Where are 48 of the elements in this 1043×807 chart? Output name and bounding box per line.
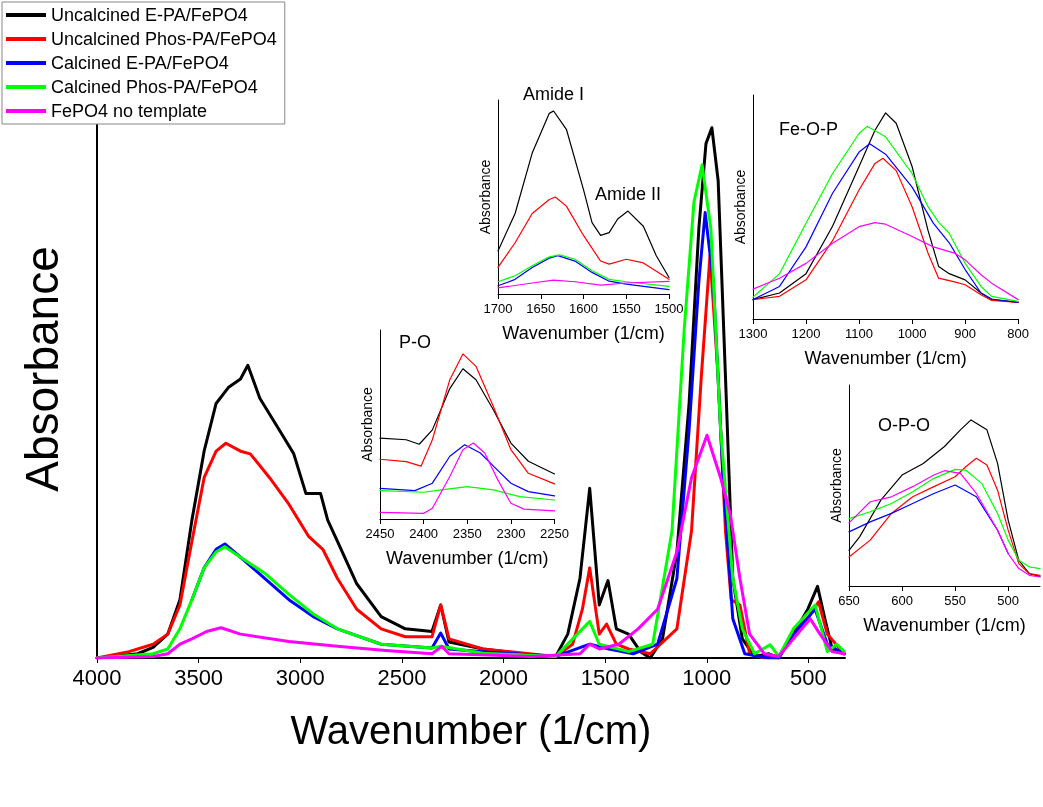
x-tick-label: 2000	[479, 664, 528, 690]
x-axis-title: Wavenumber (1/cm)	[290, 708, 652, 752]
y-axis-title: Absorbance	[359, 386, 375, 462]
x-tick-label: 2500	[377, 664, 427, 690]
x-tick-label: 4000	[72, 664, 122, 690]
x-tick-label: 1500	[580, 664, 630, 690]
x-axis-title: Wavenumber (1/cm)	[502, 323, 665, 343]
x-tick-label: 1100	[845, 326, 874, 341]
x-tick-label: 3500	[174, 664, 224, 690]
x-tick-label: 3000	[275, 664, 325, 690]
chart-title: O-P-O	[878, 415, 930, 435]
x-tick-label: 550	[944, 593, 966, 608]
annotation: Amide II	[594, 184, 661, 205]
annotation: Amide I	[523, 83, 585, 104]
x-tick-label: 2400	[409, 526, 439, 541]
x-tick-label: 1300	[738, 326, 768, 341]
x-tick-label: 2250	[540, 526, 569, 541]
x-axis-title: Wavenumber (1/cm)	[804, 348, 967, 368]
x-tick-label: 800	[1007, 326, 1030, 341]
x-tick-label: 500	[997, 593, 1020, 608]
x-tick-label: 1550	[611, 301, 641, 316]
y-axis-title: Absorbance	[16, 246, 68, 492]
x-tick-label: 1700	[483, 301, 513, 316]
legend-label: Uncalcined Phos-PA/FePO4	[51, 29, 277, 49]
legend-label: Uncalcined E-PA/FePO4	[51, 5, 248, 25]
x-tick-label: 1000	[682, 664, 732, 690]
x-axis-title: Wavenumber (1/cm)	[386, 548, 549, 568]
y-axis-title: Absorbance	[828, 447, 844, 523]
x-tick-label: 1500	[654, 301, 684, 316]
legend-label: FePO4 no template	[51, 101, 208, 121]
x-tick-label: 1000	[897, 326, 927, 341]
x-tick-label: 2350	[452, 526, 482, 541]
x-tick-label: 500	[790, 664, 827, 690]
x-tick-label: 650	[838, 593, 860, 608]
x-tick-label: 1650	[526, 301, 556, 316]
x-tick-label: 1200	[791, 326, 821, 341]
x-axis-title: Wavenumber (1/cm)	[863, 615, 1026, 635]
x-tick-label: 2300	[496, 526, 526, 541]
chart-title: Fe-O-P	[779, 119, 839, 139]
y-axis-title: Absorbance	[732, 169, 748, 245]
x-tick-label: 600	[891, 593, 913, 608]
x-tick-label: 2450	[365, 526, 395, 541]
y-axis-title: Absorbance	[477, 159, 493, 235]
chart-title: P-O	[399, 332, 432, 352]
legend-label: Calcined Phos-PA/FePO4	[51, 77, 258, 97]
x-tick-label: 1600	[569, 301, 598, 316]
x-tick-label: 900	[954, 326, 976, 341]
legend-label: Calcined E-PA/FePO4	[51, 53, 229, 73]
